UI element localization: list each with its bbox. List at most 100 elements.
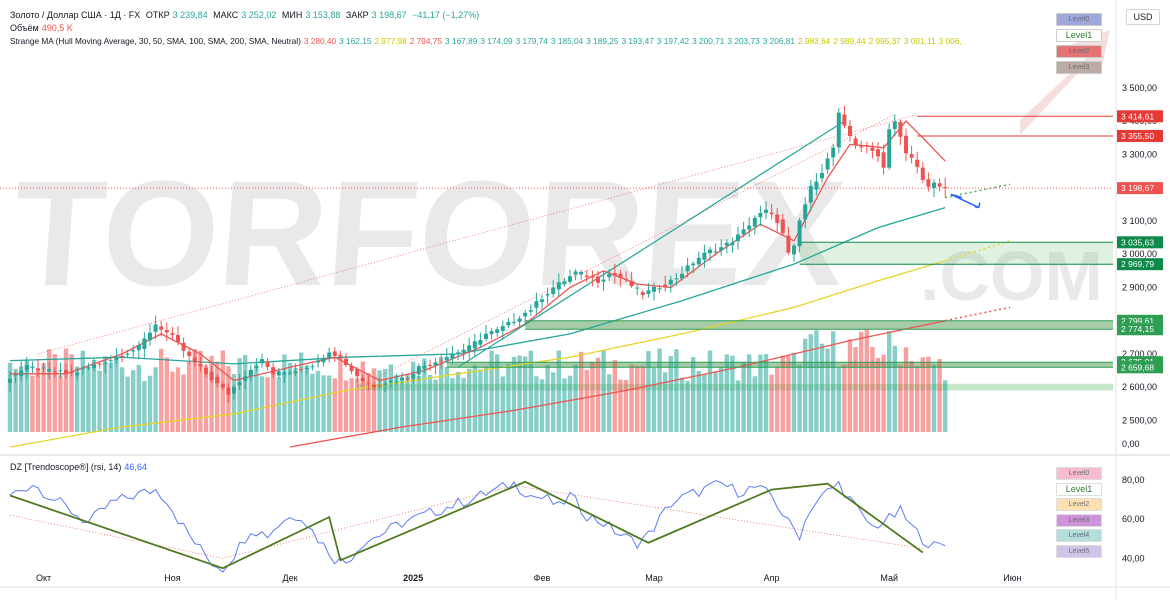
candle-body [170,333,175,336]
volume-bar [707,350,713,432]
time-tick: Фев [534,573,551,583]
candle-body [332,351,337,356]
candle-body [456,352,460,354]
level-chip[interactable]: Level2 [1056,498,1102,511]
price-tick: 3 300,00 [1122,149,1157,159]
volume-bar [780,355,785,432]
candle-body [629,280,634,287]
volume-bar [383,369,388,432]
candle-body [523,312,528,317]
candle [125,349,130,358]
volume-bar [623,380,629,432]
candle [629,271,634,289]
candle-body [444,356,449,361]
price-tick: 3 100,00 [1122,216,1157,226]
volume-bar [7,362,13,432]
price-level-tag [1117,182,1163,195]
level-chip[interactable]: Level4 [1056,529,1102,542]
volume-value: 490,5 K [41,23,73,33]
candle-body [797,220,802,247]
candle [864,141,869,154]
level-chip[interactable]: Level1 [1056,482,1102,496]
volume-bar [506,363,511,432]
currency-button[interactable]: USD [1126,9,1160,25]
volume-bar [97,370,102,432]
ma-header: Strange MA (Hull Moving Average, 30, 50,… [10,36,968,46]
candle [601,270,606,291]
volume-bar [556,350,561,432]
volume-bar [198,350,203,432]
high-value: 3 252,02 [241,10,277,20]
candle [590,270,595,287]
volume-bar [47,349,52,432]
volume-bar [853,346,858,432]
volume-bar [388,364,393,432]
volume-bar [86,366,91,432]
candle-body [338,355,343,357]
candle [372,381,376,391]
volume-bar [338,354,343,432]
candle [215,373,220,388]
candle [596,271,600,288]
volume-bar [271,371,276,432]
level-chip[interactable]: Level2 [1056,45,1102,58]
change-value: −41,17 (−1,27%) [412,10,480,20]
candle-body [377,385,382,387]
volume-bar [80,350,85,432]
volume-bar [640,365,645,432]
ma-value: 2 977,98 [374,36,407,46]
candle [36,359,40,378]
projection-ma200 [945,306,1011,322]
time-tick: Апр [764,573,780,583]
price-header: Золото / Доллар США · 1Д · FX ОТКР 3 239,… [10,10,482,20]
candle-body [691,263,696,266]
candle-body [607,274,612,278]
volume-bar [399,380,405,432]
candle [377,377,382,389]
level-chip[interactable]: Level3 [1056,61,1102,74]
volume-bar [366,373,371,432]
candle [209,365,214,383]
candle-body [41,367,46,369]
ma-value: 3 197,42 [656,36,690,46]
forecast-arrow [950,193,981,209]
ma-line [9,260,946,448]
volume-bar [147,375,153,432]
level-chip[interactable]: Level0 [1056,13,1102,26]
time-tick: Июн [1003,573,1021,583]
candle-body [80,368,85,370]
candle-body [265,361,270,367]
ma-line [9,206,946,365]
ma-value: 3 006, [938,36,962,46]
price-zone [357,383,1113,391]
candle-body [808,185,813,203]
volume-bar [461,377,466,432]
level-chip[interactable]: Level0 [1056,467,1102,480]
candle [159,320,164,337]
candle [624,271,628,283]
candle [579,269,584,280]
level-chip[interactable]: Level3 [1056,513,1102,527]
volume-bar [13,368,18,432]
open-value: 3 239,84 [172,10,208,20]
candle-body [864,145,869,147]
volume-bar [892,345,897,432]
candle-body [349,365,354,372]
candle [467,337,472,359]
candle-body [657,288,662,290]
price-level-tag [1117,236,1163,249]
volume-bar [651,367,657,432]
candle-body [366,382,371,384]
candle [461,343,466,360]
volume-bar [450,378,455,432]
candle [30,361,35,373]
ma-value: 2 989,44 [833,36,866,46]
ma-line [289,320,946,448]
price-tick: 2 500,00 [1122,415,1157,425]
level-chip[interactable]: Level1 [1056,29,1102,42]
candle-body [355,369,360,377]
candle [792,243,796,262]
level-chip[interactable]: Level5 [1056,544,1102,558]
candle [663,275,668,292]
